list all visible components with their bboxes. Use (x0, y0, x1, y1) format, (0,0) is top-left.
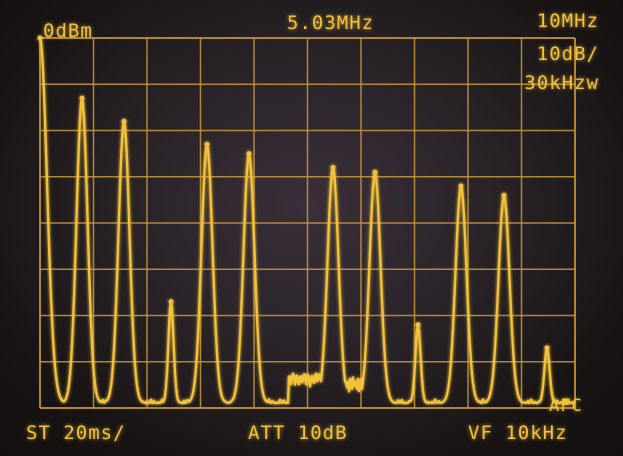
spectrum-peak (37, 35, 43, 41)
spectrum-peak (79, 95, 85, 101)
reference-level-readout: 0dBm (43, 20, 93, 42)
video-filter-readout: VF 10kHz (468, 422, 568, 444)
graticule (39, 37, 576, 409)
spectrum-peak (372, 169, 378, 175)
spectrum-peak (544, 345, 550, 351)
spectrum-peak (168, 299, 174, 305)
center-frequency-readout: 5.03MHz (287, 12, 375, 34)
trace-group (37, 35, 576, 405)
attenuation-readout: ATT 10dB (248, 422, 348, 444)
spectrum-peak (415, 322, 421, 328)
spectrum-peak (330, 165, 336, 170)
sweep-time-readout: ST 20ms/ (26, 422, 126, 444)
spectrum-trace (38, 37, 576, 405)
spectrum-peak (204, 141, 210, 147)
spectrum-peak (501, 192, 507, 198)
span-readout: 10MHz (536, 10, 599, 32)
resolution-bandwidth-readout: 30kHzw (524, 72, 599, 94)
spectrum-peak (458, 183, 464, 189)
spectrum-peak (246, 151, 252, 157)
afc-indicator: AFC (549, 396, 583, 416)
spectrum-peak (121, 118, 127, 124)
vertical-scale-readout: 10dB/ (536, 43, 599, 65)
